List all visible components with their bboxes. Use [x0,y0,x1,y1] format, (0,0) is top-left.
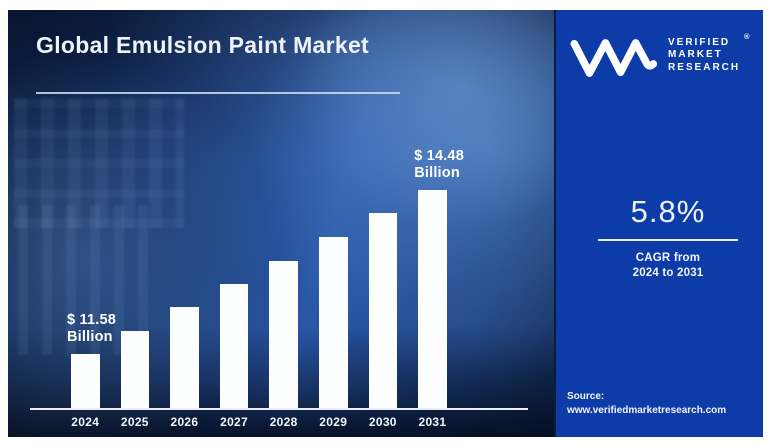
logo-line-verified: VERIFIED [668,37,731,48]
x-tick-2025: 2025 [120,415,149,429]
bar-2029 [319,236,348,408]
cagr-caption-line2: 2024 to 2031 [632,267,704,279]
x-tick-2027: 2027 [220,415,248,429]
infographic-content: Global Emulsion Paint Market 2024 2025 202… [8,10,763,437]
cagr-caption-line1: CAGR from [635,252,701,264]
cagr-caption: CAGR from 2024 to 2031 [578,251,758,281]
bar-chart: 2024 2025 2026 2027 2028 2029 2030 2031 $ 11.58 B… [8,10,554,437]
x-tick-2028: 2028 [269,415,298,429]
bar-2031 [418,190,447,408]
x-tick-2029: 2029 [319,415,348,429]
bar-2030 [368,213,398,408]
logo-line-research: RESEARCH [668,61,741,73]
cagr-block: 5.8% CAGR from 2024 to 2031 [578,194,758,281]
vmr-monogram-icon [570,39,658,77]
chart-panel: Global Emulsion Paint Market 2024 2025 202… [8,10,554,437]
x-tick-2026: 2026 [170,415,199,429]
x-tick-2030: 2030 [368,415,397,429]
lab-photo-highlight [274,10,554,250]
chart-title: Global Emulsion Paint Market [36,32,370,58]
cagr-value: 5.8% [630,194,706,229]
bar-2028 [269,260,298,408]
vmr-logo: VERIFIED MARKET RESEARCH ® [566,32,758,92]
bar-value-label-2031: $ 14.48 Billion [414,148,464,181]
logo-wordmark: VERIFIED MARKET RESEARCH [668,37,740,74]
x-axis-line [30,408,528,410]
lab-photo-shelf-texture [14,98,184,228]
cagr-divider [598,239,738,241]
lab-photo-test-tubes-texture [18,205,158,355]
bar-2027 [219,283,249,408]
x-tick-2031: 2031 [418,415,447,429]
title-underline [36,92,400,94]
info-panel: VERIFIED MARKET RESEARCH ® 5.8% CAGR fro… [554,10,763,437]
source-block: Source: www.verifiedmarketresearch.com [567,390,726,417]
registered-trademark-symbol: ® [744,32,750,41]
logo-line-market: MARKET [668,49,723,61]
bar-2024 [71,354,100,408]
source-label: Source: [567,391,605,402]
source-url: www.verifiedmarketresearch.com [567,404,727,416]
x-tick-2024: 2024 [71,415,100,429]
bar-2026 [170,307,199,408]
bar-value-label-2024: $ 11.58 Billion [67,312,116,345]
bar-2025 [120,330,150,408]
